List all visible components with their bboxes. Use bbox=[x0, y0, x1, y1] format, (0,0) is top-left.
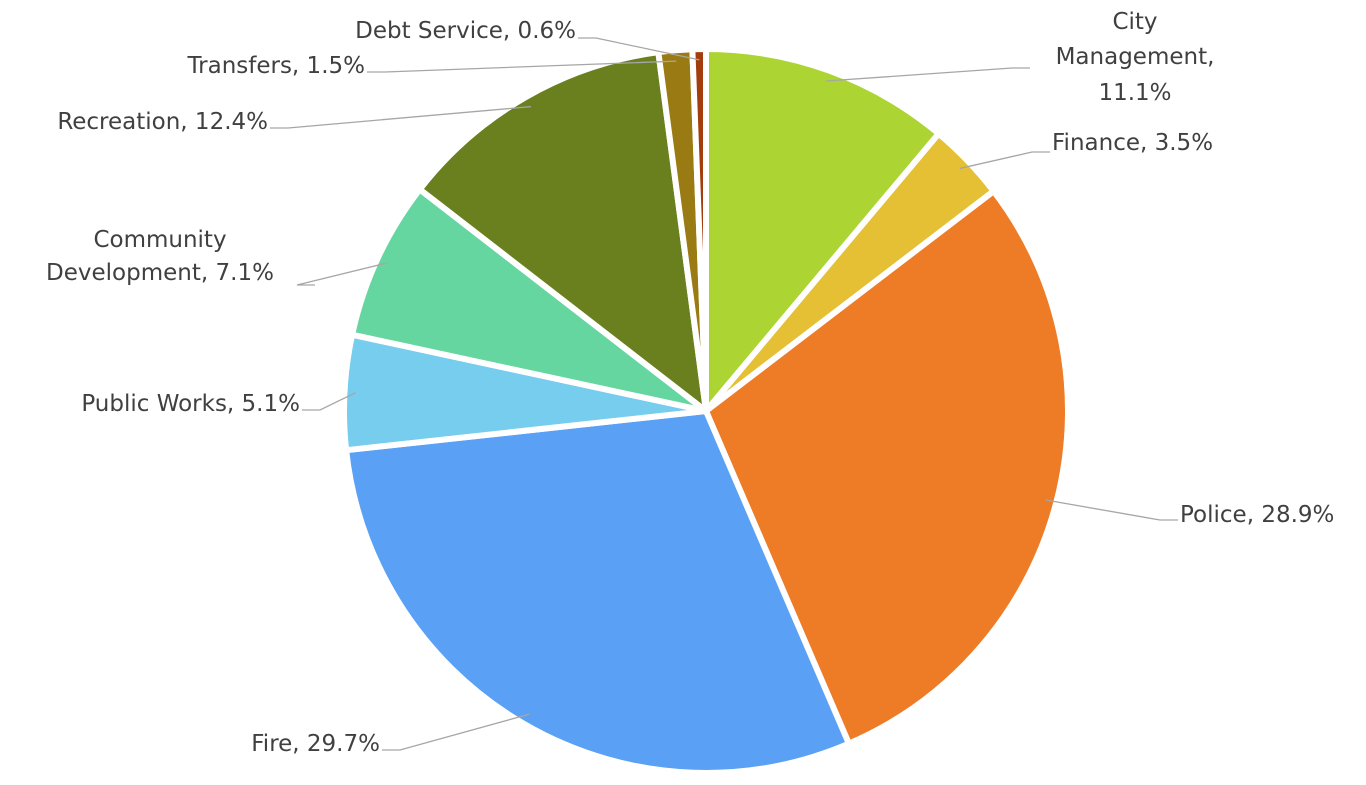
pie-slice bbox=[343, 408, 852, 776]
label-line: Debt Service, 0.6% bbox=[355, 18, 576, 44]
leader-line bbox=[296, 262, 388, 286]
label-line: Public Works, 5.1% bbox=[81, 391, 300, 417]
label-line: Management, bbox=[1056, 44, 1215, 70]
data-label: Police, 28.9% bbox=[1180, 502, 1334, 528]
label-line: Recreation, 12.4% bbox=[57, 109, 268, 135]
data-label: City Management, 11.1% bbox=[1056, 9, 1215, 106]
label-line: City bbox=[1112, 9, 1157, 35]
leader-line bbox=[367, 60, 677, 73]
data-label: Finance, 3.5% bbox=[1052, 130, 1213, 156]
label-line: Transfers, 1.5% bbox=[186, 53, 365, 79]
pie-slice bbox=[349, 186, 709, 414]
pie-slice bbox=[703, 188, 1071, 747]
label-line: 11.1% bbox=[1098, 80, 1171, 106]
leader-line bbox=[1045, 499, 1178, 521]
label-line: Police, 28.9% bbox=[1180, 502, 1334, 528]
leader-line bbox=[382, 713, 530, 751]
pie-slice bbox=[416, 49, 709, 414]
label-line: Finance, 3.5% bbox=[1052, 130, 1213, 156]
leader-line bbox=[578, 37, 700, 61]
leader-line bbox=[270, 105, 531, 129]
data-label: Recreation, 12.4% bbox=[57, 109, 268, 135]
data-label: Transfers, 1.5% bbox=[186, 53, 365, 79]
data-label: Public Works, 5.1% bbox=[81, 391, 300, 417]
label-line: Community bbox=[93, 227, 226, 253]
data-label: Community Development, 7.1% bbox=[46, 227, 274, 286]
data-label: Fire, 29.7% bbox=[251, 731, 380, 757]
leader-line bbox=[959, 151, 1050, 170]
pie-slice bbox=[689, 46, 709, 414]
pie-slice bbox=[703, 46, 942, 414]
data-label: Debt Service, 0.6% bbox=[355, 18, 576, 44]
label-line: Fire, 29.7% bbox=[251, 731, 380, 757]
leader-line bbox=[302, 392, 356, 411]
label-line: Development, 7.1% bbox=[46, 260, 274, 286]
leader-line bbox=[826, 67, 1030, 82]
